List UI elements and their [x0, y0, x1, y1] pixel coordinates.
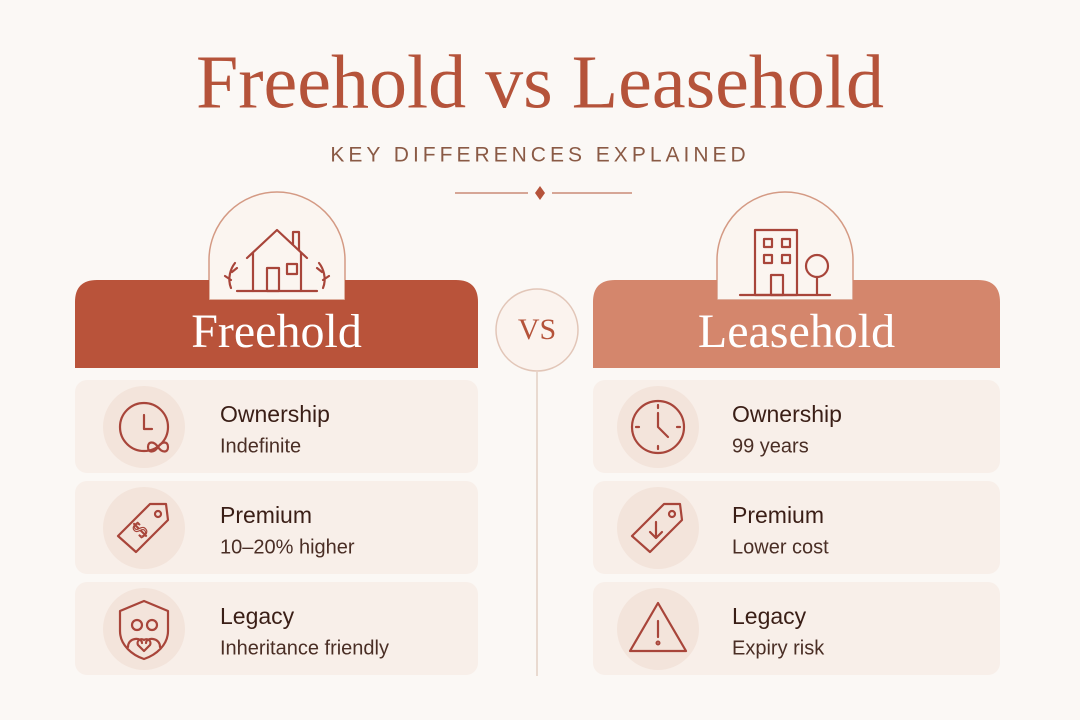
- header-icon-part: [769, 273, 785, 297]
- header-icon-part: [265, 266, 281, 293]
- title: Freehold vs Leasehold: [196, 40, 884, 124]
- row-label: Ownership: [220, 401, 330, 427]
- row-icon-part: [648, 520, 664, 540]
- row-icon-part: [142, 413, 154, 431]
- header-icon-part: [780, 237, 792, 249]
- row-icon-part: [656, 411, 670, 439]
- header-icon-part: [762, 253, 774, 265]
- row-icon-part: [145, 618, 159, 632]
- subtitle: KEY DIFFERENCES EXPLAINED: [330, 144, 749, 167]
- row-icon-part: [116, 502, 170, 554]
- header-icon: [223, 228, 331, 293]
- row-icon-part: [667, 509, 677, 519]
- column-header: [75, 280, 478, 368]
- header-icon-part: [245, 228, 309, 260]
- row-icon-part: [153, 509, 163, 519]
- row-value: 10–20% higher: [220, 536, 355, 558]
- column-title: Freehold: [191, 305, 362, 358]
- row-icon-part: [630, 399, 686, 455]
- row-card: [593, 481, 1000, 574]
- row-value: Lower cost: [732, 536, 829, 558]
- row-icon-bg: [103, 487, 185, 569]
- row-icon: [118, 401, 170, 453]
- row-card: [593, 582, 1000, 675]
- row-label: Premium: [220, 502, 312, 528]
- row-label: Premium: [732, 502, 824, 528]
- row-label: Ownership: [732, 401, 842, 427]
- column-title: Leasehold: [698, 305, 895, 358]
- row-icon-part: [628, 601, 688, 653]
- row-icon-part: [634, 403, 682, 451]
- row-icon-part: [630, 502, 684, 554]
- row-value: 99 years: [732, 435, 809, 457]
- header-icon-part: [762, 237, 774, 249]
- header-icon-part: [780, 253, 792, 265]
- row-value: Expiry risk: [732, 637, 825, 659]
- divider: [455, 186, 632, 200]
- row-icon-part: [130, 618, 144, 632]
- row-icon: [628, 601, 688, 653]
- row-icon-part: [118, 599, 170, 661]
- row-card: [593, 380, 1000, 473]
- row-icon: [118, 599, 170, 661]
- row-icon-part: [655, 640, 661, 646]
- header-icon-part: [315, 261, 331, 290]
- header-icon: [738, 228, 832, 297]
- row-icon-part: [126, 637, 162, 649]
- row-label: Legacy: [220, 603, 295, 629]
- row-icon-part: [118, 401, 170, 453]
- row-icon: [630, 399, 686, 455]
- row-value: Inheritance friendly: [220, 637, 389, 659]
- row-icon: [630, 502, 684, 554]
- header-icon-part: [251, 251, 303, 293]
- header-icon-part: [291, 230, 301, 252]
- header-icon-part: [223, 261, 239, 290]
- row-label: Legacy: [732, 603, 807, 629]
- vs-label: VS: [518, 313, 556, 346]
- column-header: [593, 280, 1000, 368]
- vs-badge: [495, 288, 579, 372]
- row-icon-part: [136, 638, 152, 653]
- icon-arch: [208, 191, 346, 301]
- header-icon-part: [285, 262, 299, 276]
- row-value: Indefinite: [220, 435, 301, 457]
- row-icon-bg: [617, 487, 699, 569]
- row-icon-part: [146, 441, 170, 453]
